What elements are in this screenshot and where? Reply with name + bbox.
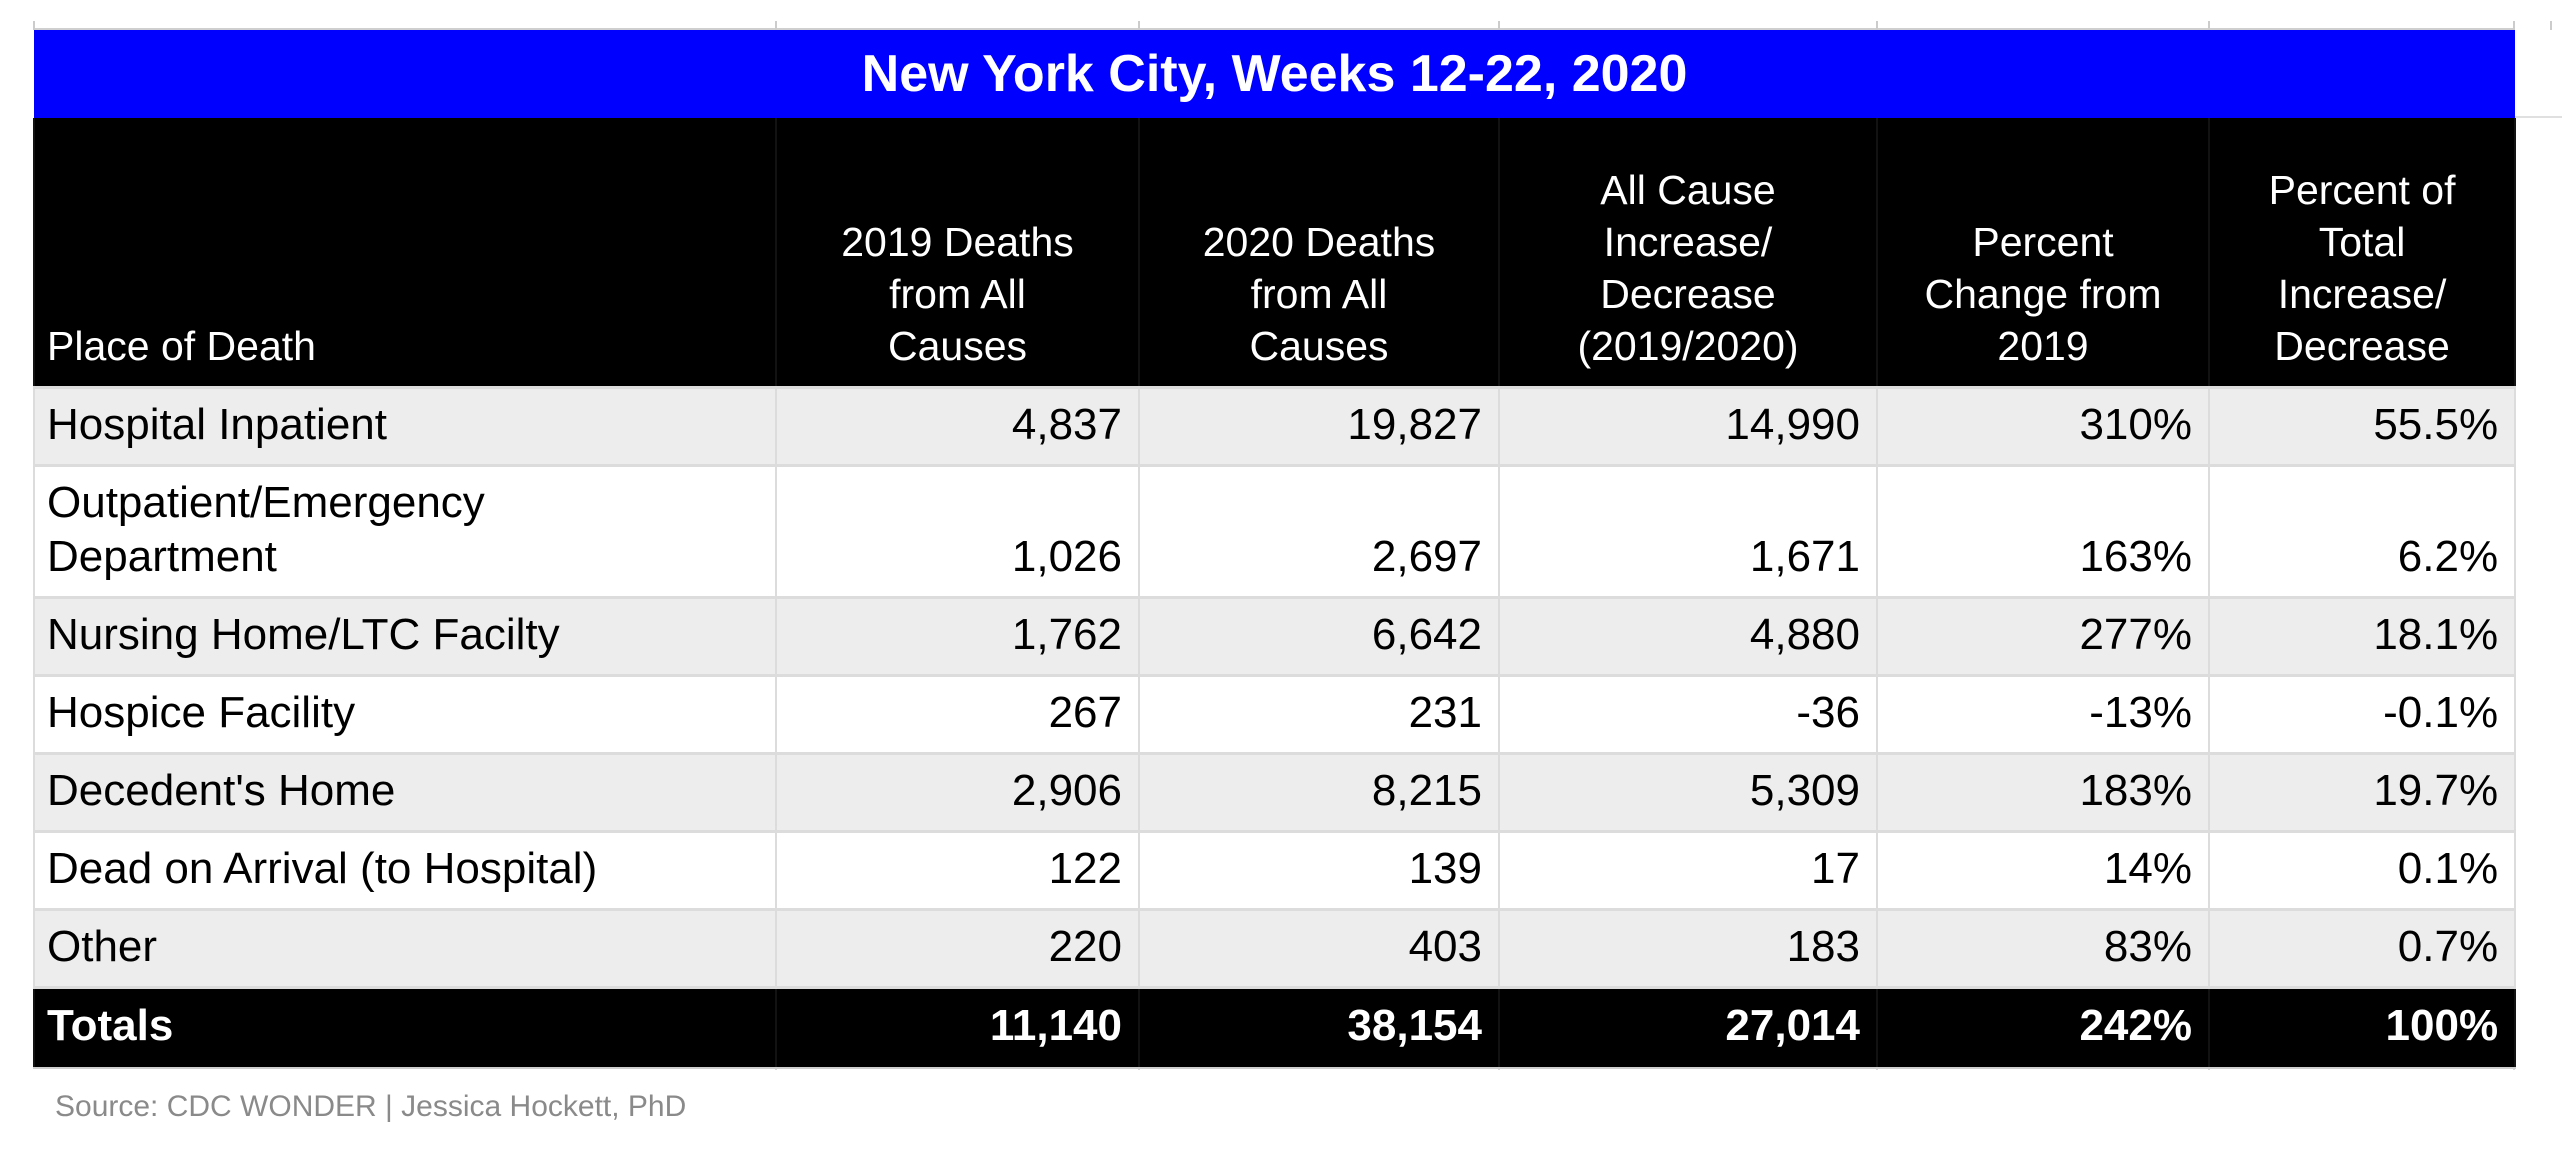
value-cell: -36 [1498, 674, 1878, 755]
totals-value-cell: 38,154 [1138, 986, 1500, 1069]
place-of-death-cell: Nursing Home/LTC Facilty [33, 596, 777, 677]
place-of-death-cell: Hospice Facility [33, 674, 777, 755]
place-of-death-cell: Decedent's Home [33, 752, 777, 833]
gridline-tick [33, 21, 35, 30]
table-body: Hospital Inpatient 4,837 19,827 14,990 310% 5… [33, 386, 2517, 989]
gridline-tick [1138, 21, 1140, 30]
totals-value-cell: 100% [2207, 986, 2517, 1069]
value-cell: 19.7% [2207, 752, 2517, 833]
table-row: Hospice Facility 267 231 -36 -13% -0.1% [33, 674, 2517, 755]
column-header-percent-change: Percent Change from 2019 [1876, 118, 2210, 388]
table-row: Decedent's Home 2,906 8,215 5,309 183% 19.7% [33, 752, 2517, 833]
totals-value-cell: 27,014 [1498, 986, 1878, 1069]
value-cell: 8,215 [1138, 752, 1500, 833]
value-cell: -13% [1876, 674, 2210, 755]
table-row: Other 220 403 183 83% 0.7% [33, 908, 2517, 989]
value-cell: 2,697 [1138, 464, 1500, 599]
table-row: Dead on Arrival (to Hospital) 122 139 17 14%… [33, 830, 2517, 911]
column-header-percent-of-total: Percent of Total Increase/ Decrease [2207, 118, 2517, 388]
column-header-2020-deaths: 2020 Deaths from All Causes [1138, 118, 1500, 388]
value-cell: 183% [1876, 752, 2210, 833]
value-cell: 277% [1876, 596, 2210, 677]
value-cell: 163% [1876, 464, 2210, 599]
totals-label-cell: Totals [33, 986, 777, 1069]
gridline-tick [2208, 21, 2210, 30]
value-cell: 139 [1138, 830, 1500, 911]
place-of-death-cell: Other [33, 908, 777, 989]
value-cell: 6.2% [2207, 464, 2517, 599]
table-row: Hospital Inpatient 4,837 19,827 14,990 310% 5… [33, 386, 2517, 467]
value-cell: 83% [1876, 908, 2210, 989]
value-cell: 19,827 [1138, 386, 1500, 467]
totals-row: Totals 11,140 38,154 27,014 242% 100% [33, 986, 2517, 1069]
place-of-death-cell: Outpatient/Emergency Department [33, 464, 777, 599]
value-cell: 0.7% [2207, 908, 2517, 989]
table-row: Nursing Home/LTC Facilty 1,762 6,642 4,880 2… [33, 596, 2517, 677]
column-header-all-cause-increase-decrease: All Cause Increase/ Decrease (2019/2020) [1498, 118, 1878, 388]
value-cell: 122 [775, 830, 1140, 911]
gridline-tick [1498, 21, 1500, 30]
gridline-right-stub [2515, 116, 2562, 118]
column-header-2019-deaths: 2019 Deaths from All Causes [775, 118, 1140, 388]
value-cell: 403 [1138, 908, 1500, 989]
value-cell: 1,026 [775, 464, 1140, 599]
value-cell: 6,642 [1138, 596, 1500, 677]
totals-value-cell: 11,140 [775, 986, 1140, 1069]
value-cell: 55.5% [2207, 386, 2517, 467]
value-cell: 231 [1138, 674, 1500, 755]
title-row: New York City, Weeks 12-22, 2020 [34, 30, 2516, 118]
value-cell: -0.1% [2207, 674, 2517, 755]
table-head: New York City, Weeks 12-22, 2020 Place o… [33, 30, 2517, 388]
value-cell: 4,880 [1498, 596, 1878, 677]
table-footer: Totals 11,140 38,154 27,014 242% 100% [33, 986, 2517, 1069]
place-of-death-cell: Hospital Inpatient [33, 386, 777, 467]
column-header-place-of-death: Place of Death [33, 118, 777, 388]
gridline-tick [2550, 21, 2552, 30]
deaths-by-place-table: New York City, Weeks 12-22, 2020 Place o… [33, 30, 2517, 1069]
value-cell: 18.1% [2207, 596, 2517, 677]
gridline-tick [2513, 21, 2515, 30]
value-cell: 267 [775, 674, 1140, 755]
value-cell: 2,906 [775, 752, 1140, 833]
gridline-tick [775, 21, 777, 30]
value-cell: 5,309 [1498, 752, 1878, 833]
value-cell: 4,837 [775, 386, 1140, 467]
value-cell: 310% [1876, 386, 2210, 467]
table-row: Outpatient/Emergency Department 1,026 2,69… [33, 464, 2517, 599]
table-title: New York City, Weeks 12-22, 2020 [34, 30, 2516, 118]
gridline-tick [1876, 21, 1878, 30]
value-cell: 0.1% [2207, 830, 2517, 911]
gridline-top [33, 28, 2514, 30]
place-of-death-cell: Dead on Arrival (to Hospital) [33, 830, 777, 911]
value-cell: 220 [775, 908, 1140, 989]
source-note: Source: CDC WONDER | Jessica Hockett, Ph… [55, 1090, 687, 1123]
value-cell: 14,990 [1498, 386, 1878, 467]
value-cell: 183 [1498, 908, 1878, 989]
value-cell: 1,762 [775, 596, 1140, 677]
totals-value-cell: 242% [1876, 986, 2210, 1069]
value-cell: 14% [1876, 830, 2210, 911]
value-cell: 1,671 [1498, 464, 1878, 599]
header-row: Place of Death 2019 Deaths from All Caus… [33, 118, 2517, 388]
value-cell: 17 [1498, 830, 1878, 911]
